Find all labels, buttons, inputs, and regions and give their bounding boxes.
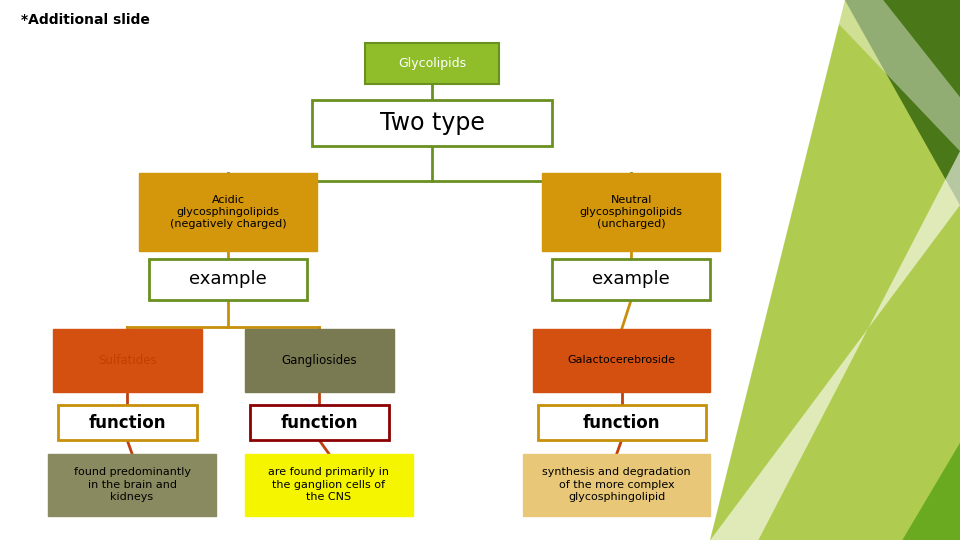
FancyBboxPatch shape (53, 329, 202, 392)
FancyBboxPatch shape (245, 454, 413, 516)
Text: are found primarily in
the ganglion cells of
the CNS: are found primarily in the ganglion cell… (268, 467, 390, 502)
Text: example: example (189, 271, 267, 288)
FancyBboxPatch shape (250, 405, 389, 440)
FancyBboxPatch shape (533, 329, 710, 392)
Text: found predominantly
in the brain and
kidneys: found predominantly in the brain and kid… (74, 467, 190, 502)
Text: function: function (583, 414, 660, 431)
Text: Neutral
glycosphingolipids
(uncharged): Neutral glycosphingolipids (uncharged) (580, 194, 683, 230)
Text: function: function (280, 414, 358, 431)
Polygon shape (710, 151, 960, 540)
FancyBboxPatch shape (538, 405, 706, 440)
FancyBboxPatch shape (312, 100, 552, 146)
Text: synthesis and degradation
of the more complex
glycosphingolipid: synthesis and degradation of the more co… (542, 467, 691, 502)
Text: Glycolipids: Glycolipids (398, 57, 466, 70)
Polygon shape (816, 0, 960, 151)
FancyBboxPatch shape (365, 43, 499, 84)
FancyBboxPatch shape (149, 259, 307, 300)
FancyBboxPatch shape (523, 454, 710, 516)
FancyBboxPatch shape (542, 173, 720, 251)
Text: Sulfatides: Sulfatides (98, 354, 156, 367)
Text: Acidic
glycosphingolipids
(negatively charged): Acidic glycosphingolipids (negatively ch… (170, 194, 286, 230)
Text: Two type: Two type (379, 111, 485, 135)
FancyBboxPatch shape (58, 405, 197, 440)
Text: Galactocerebroside: Galactocerebroside (567, 355, 676, 366)
Text: function: function (88, 414, 166, 431)
Polygon shape (845, 0, 960, 205)
FancyBboxPatch shape (48, 454, 216, 516)
Text: Gangliosides: Gangliosides (281, 354, 357, 367)
Polygon shape (710, 0, 960, 540)
FancyBboxPatch shape (552, 259, 710, 300)
FancyBboxPatch shape (245, 329, 394, 392)
FancyBboxPatch shape (139, 173, 317, 251)
Polygon shape (768, 443, 960, 540)
Text: *Additional slide: *Additional slide (21, 14, 150, 28)
Text: example: example (592, 271, 670, 288)
